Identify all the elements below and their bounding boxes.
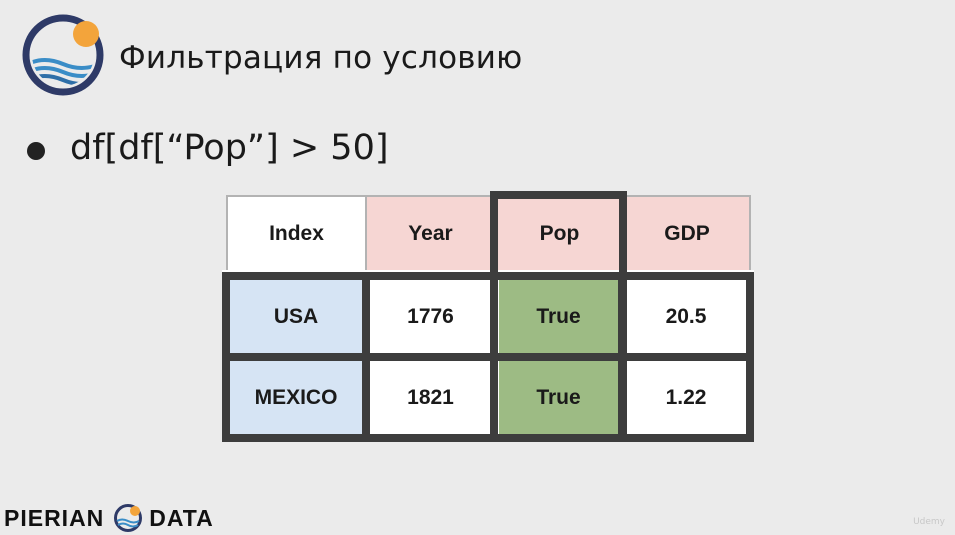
pop-column-highlight xyxy=(490,191,627,442)
table-cell-pop: True xyxy=(499,361,618,434)
watermark: Udemy xyxy=(913,517,945,527)
footer-brand-left: PIERIAN xyxy=(4,504,105,531)
pierian-logo-icon xyxy=(22,14,104,96)
body-col-divider xyxy=(362,272,370,442)
footer-brand-right: DATA xyxy=(149,504,214,531)
table-cell-gdp: 1.22 xyxy=(665,385,707,409)
slide-title: Фильтрация по условию xyxy=(119,40,523,76)
bullet-code: df[df[“Pop”] > 50] xyxy=(70,128,389,168)
table-cell-year: 1821 xyxy=(407,385,454,409)
footer-brand: PIERIAN DATA xyxy=(4,502,214,534)
table-cell-index: USA xyxy=(230,280,362,353)
header-gdp: GDP xyxy=(623,195,751,272)
table-cell-pop: True xyxy=(499,280,618,353)
header-year: Year xyxy=(365,195,496,272)
header-index: Index xyxy=(226,195,367,272)
table-cell-gdp: 20.5 xyxy=(665,304,707,328)
table-cell-index: MEXICO xyxy=(230,361,362,434)
table-cell-year: 1776 xyxy=(407,304,454,328)
body-row-divider xyxy=(222,353,754,361)
bullet-dot-icon xyxy=(27,142,45,160)
pierian-footer-logo-icon xyxy=(114,504,143,532)
